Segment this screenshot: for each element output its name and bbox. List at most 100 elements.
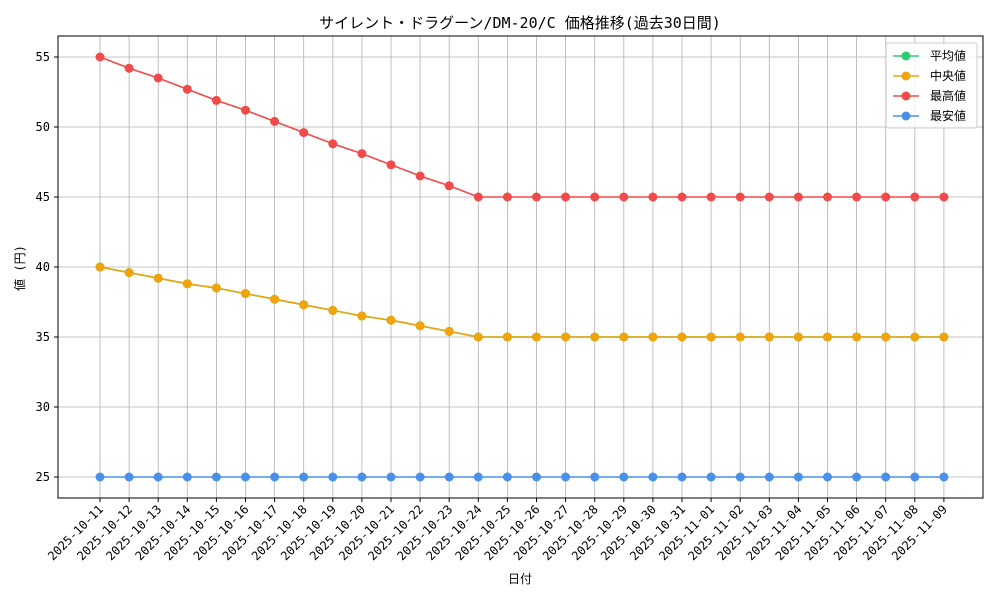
data-point [211,95,221,105]
data-point [764,472,774,482]
data-point [124,268,134,278]
data-point [823,192,832,202]
data-point [881,192,891,202]
data-point [619,472,629,482]
data-point [473,472,483,482]
data-point [764,332,774,342]
data-point [386,472,396,482]
data-point [852,192,862,202]
data-point [386,160,396,170]
data-point [910,192,920,202]
data-point [241,472,250,482]
y-tick-label: 40 [36,260,50,274]
legend-item-3: 最安値 [893,108,966,123]
y-tick-label: 50 [36,120,50,134]
data-point [386,315,396,325]
legend-swatch-marker [901,111,911,121]
data-point [532,332,541,342]
data-point [153,73,163,83]
data-point [502,192,512,202]
legend-label: 最安値 [930,108,966,123]
data-point [299,128,309,138]
legend-item-0: 平均値 [893,48,966,63]
data-point [648,192,658,202]
data-point [823,472,832,482]
series-1 [95,262,949,342]
data-point [706,472,716,482]
data-point [241,289,250,299]
data-point [735,332,745,342]
data-point [270,294,280,304]
y-tick-label: 45 [36,190,50,204]
data-point [299,300,309,310]
data-point [473,332,483,342]
data-point [706,192,716,202]
data-point [211,283,221,293]
y-tick-label: 25 [36,470,50,484]
data-point [677,192,687,202]
series-layer [95,52,949,482]
data-point [415,472,425,482]
data-point [241,105,250,115]
data-point [793,332,803,342]
data-point [95,472,105,482]
data-point [532,192,541,202]
data-point [328,305,338,315]
data-point [648,332,658,342]
data-point [444,326,454,336]
data-point [619,192,629,202]
data-point [677,472,687,482]
x-axis-label: 日付 [508,572,532,586]
data-point [328,472,338,482]
data-point [357,149,367,159]
data-point [182,84,192,94]
data-point [735,192,745,202]
series-line [99,56,944,198]
data-point [270,472,280,482]
data-point [182,472,192,482]
y-axis-label: 値 (円) [12,245,27,291]
series-3 [95,472,949,482]
data-point [124,63,134,73]
data-point [357,311,367,321]
data-point [561,472,571,482]
data-point [881,472,891,482]
data-point [793,472,803,482]
legend-label: 平均値 [930,48,966,63]
y-tick-label: 30 [36,400,50,414]
data-point [939,472,949,482]
data-point [764,192,774,202]
data-point [910,332,920,342]
data-point [328,139,338,149]
data-point [823,332,832,342]
data-point [590,192,600,202]
data-point [852,472,862,482]
data-point [677,332,687,342]
y-tick-label: 55 [36,50,50,64]
data-point [706,332,716,342]
data-point [561,192,571,202]
data-point [357,472,367,482]
data-point [444,181,454,191]
y-axis-ticks: 25 30 35 40 45 50 55 [36,50,58,484]
chart-title: サイレント・ドラグーン/DM-20/C 価格推移(過去30日間) [319,14,721,32]
legend-swatch-marker [901,91,911,101]
legend-swatch-marker [901,51,911,61]
data-point [939,332,949,342]
data-point [532,472,541,482]
data-point [153,273,163,283]
data-point [852,332,862,342]
legend-label: 最高値 [930,88,966,103]
data-point [124,472,134,482]
data-point [444,472,454,482]
data-point [473,192,483,202]
legend-box [885,42,978,129]
data-point [502,332,512,342]
data-point [502,472,512,482]
data-point [95,262,105,272]
data-point [619,332,629,342]
y-tick-label: 35 [36,330,50,344]
data-point [415,321,425,331]
